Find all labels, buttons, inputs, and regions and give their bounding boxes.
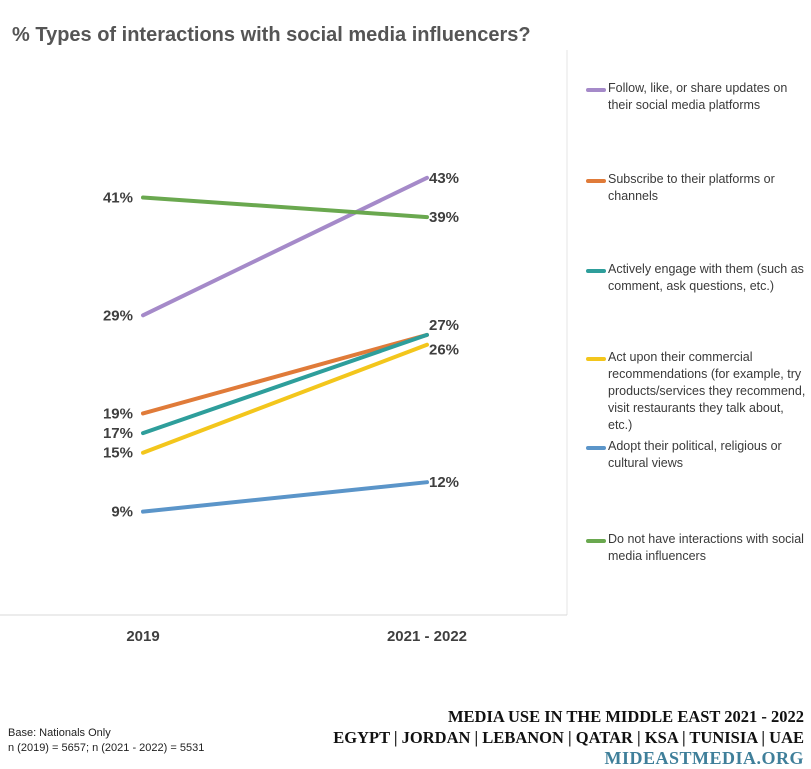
data-label-2019-2: 19% [103,405,133,422]
brand-site: MIDEASTMEDIA.ORG [604,748,804,768]
legend-label-1: Follow, like, or share updates on their … [608,81,788,112]
series-line-4 [141,342,429,455]
series-line-3 [141,332,429,436]
x-tick-layer: 2019 2021 - 2022 [126,628,467,645]
brand-block: MEDIA USE IN THE MIDDLE EAST 2021 - 2022… [333,706,804,769]
label-layer: 29% 43% 19% 27% 17% 15% 26% 9% 12% 41% 39% [103,170,459,521]
data-label-2022-1: 43% [429,170,459,187]
data-label-2019-5: 9% [111,504,133,521]
series-line-5 [141,480,429,514]
data-label-2022-5: 12% [429,474,459,491]
legend-swatch-3 [586,269,606,273]
legend-swatch-5 [586,446,606,450]
legend-swatch-2 [586,179,606,183]
legend-swatch-6 [586,539,606,543]
legend-label-4: Act upon their commercial recommendation… [608,350,806,432]
chart-title: % Types of interactions with social medi… [12,24,531,46]
legend-swatch-1 [586,88,606,92]
data-label-2019-1: 29% [103,307,133,324]
base-note-line1: Base: Nationals Only [8,727,111,739]
series-line-1 [141,175,429,318]
data-label-2019-6: 41% [103,189,133,206]
series-line-6 [141,195,429,220]
legend-label-2: Subscribe to their platforms or channels [608,172,775,203]
base-note: Base: Nationals Only n (2019) = 5657; n … [8,726,204,756]
x-tick-label-2: 2021 - 2022 [387,628,467,645]
brand-title: MEDIA USE IN THE MIDDLE EAST 2021 - 2022 [447,707,804,726]
series-layer [141,175,429,514]
legend-swatch-4 [586,357,606,361]
brand-countries: EGYPT | JORDAN | LEBANON | QATAR | KSA |… [333,728,804,747]
series-line-2 [141,332,429,416]
data-label-2022-2: 27% [429,317,459,334]
data-label-2022-4: 26% [429,342,459,359]
base-note-line2: n (2019) = 5657; n (2021 - 2022) = 5531 [8,742,205,754]
data-label-2019-3: 17% [103,425,133,442]
legend-label-3: Actively engage with them (such as comme… [608,262,804,293]
x-tick-label-1: 2019 [126,628,159,645]
data-label-2019-4: 15% [103,445,133,462]
legend-label-6: Do not have interactions with social med… [608,532,804,563]
data-label-2022-6: 39% [429,209,459,226]
legend-label-5: Adopt their political, religious or cult… [608,439,782,470]
